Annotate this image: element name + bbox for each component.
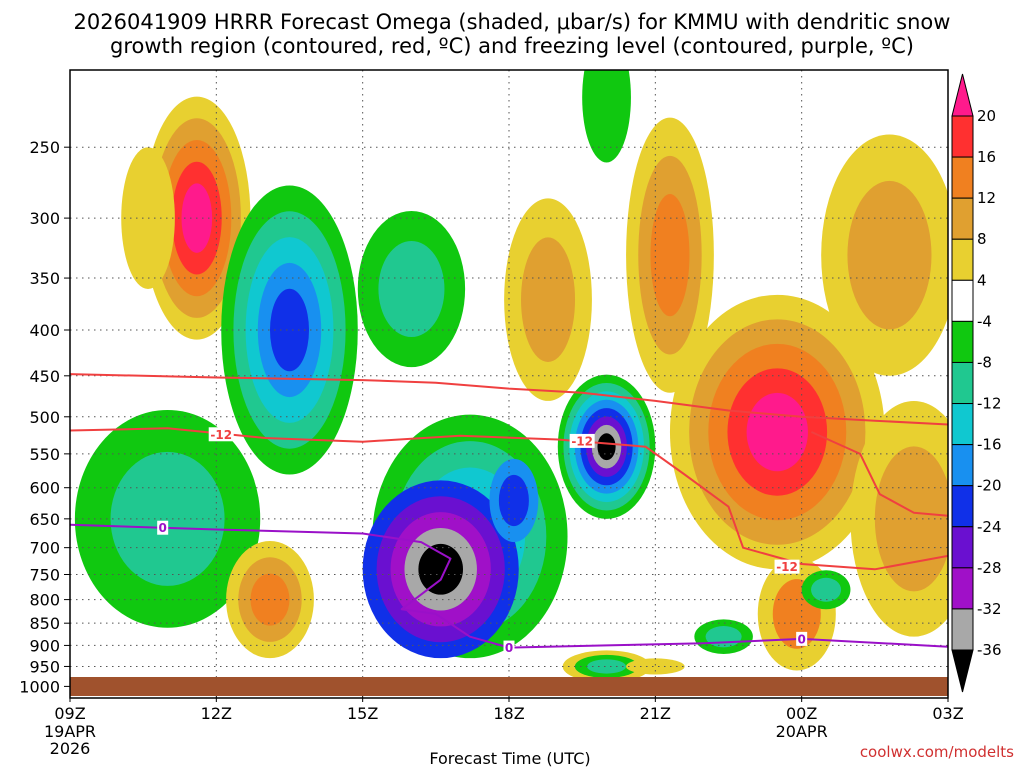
colorbar-swatch--8 [951, 320, 974, 363]
y-tick-label-300: 300 [29, 209, 60, 228]
colorbar-swatch-8 [951, 197, 974, 240]
contour-label-bg-2 [774, 559, 800, 574]
x-tick-date-00Z: 20APR [776, 722, 828, 741]
colorbar-swatch--4 [951, 279, 974, 322]
colorbar-swatch--16 [951, 403, 974, 446]
contour-label-bg-3 [157, 520, 169, 535]
plot-area: -12 -12 -12 0 0 0 [69, 69, 949, 699]
y-tick-label-800: 800 [29, 591, 60, 610]
site-credit: coolwx.com/modelts [860, 743, 1014, 761]
x-tick-year-09Z: 2026 [50, 739, 91, 758]
y-tick-label-950: 950 [29, 657, 60, 676]
colorbar-label--20: -20 [977, 477, 1002, 495]
colorbar-bottom-arrow [951, 649, 974, 693]
omega-cell-0-level-2 [587, 659, 627, 674]
omega-cell-5-level-1 [110, 451, 225, 586]
contour-freezing_level [70, 523, 948, 649]
omega-cell-20-level-0 [626, 658, 685, 675]
y-tick-label-600: 600 [29, 479, 60, 498]
colorbar-swatch--20 [951, 444, 974, 487]
contour-label-bg-1 [569, 433, 595, 448]
omega-cell-19-level-1 [811, 577, 842, 602]
y-tick-label-650: 650 [29, 510, 60, 529]
y-tick-label-350: 350 [29, 269, 60, 288]
omega-cell-7-level-4 [418, 543, 464, 595]
y-axis: 250 300 350 400 450 500 550 600 650 700 750 800 850 9… [19, 138, 70, 696]
contour-label-bg-5 [796, 631, 808, 646]
contour-label-4: 0 [505, 641, 513, 655]
contour-label-2: -12 [776, 560, 798, 574]
colorbar-swatch--28 [951, 526, 974, 569]
omega-cell-12-level-2 [650, 194, 690, 317]
omega-cell-11-level-1 [521, 237, 576, 362]
y-tick-label-450: 450 [29, 367, 60, 386]
contour-dgz_upper [70, 373, 948, 426]
colorbar-label--12: -12 [977, 395, 1002, 413]
contour-label-bg-4 [503, 640, 515, 655]
temperature-contours: -12 -12 -12 0 0 0 [70, 373, 948, 655]
y-tick-label-550: 550 [29, 445, 60, 464]
contour-dgz_minus12 [70, 427, 948, 571]
colorbar-label-8: 8 [977, 230, 987, 248]
omega-cell-13-level-4 [746, 392, 808, 472]
x-tick-label-03Z: 03Z [932, 704, 963, 723]
y-tick-label-850: 850 [29, 614, 60, 633]
omega-cell-4-level-1 [378, 240, 445, 338]
colorbar-swatch--32 [951, 567, 974, 610]
omega-cell-16-level-2 [250, 573, 290, 626]
contour-label-3: 0 [158, 521, 166, 535]
omega-cell-10-level-0 [582, 70, 631, 163]
x-tick-label-15Z: 15Z [347, 704, 378, 723]
colorbar-label--24: -24 [977, 518, 1002, 536]
colorbar-label-20: 20 [977, 107, 996, 125]
colorbar-swatch--36 [951, 608, 974, 651]
colorbar-label-12: 12 [977, 189, 996, 207]
x-tick-label-12Z: 12Z [201, 704, 232, 723]
colorbar-label--8: -8 [977, 353, 992, 371]
y-tick-label-500: 500 [29, 408, 60, 427]
colorbar-swatch--12 [951, 361, 974, 405]
colorbar-label--36: -36 [977, 641, 1002, 659]
omega-cell-14-level-1 [847, 180, 932, 330]
colorbar-label--32: -32 [977, 600, 1002, 618]
y-tick-label-900: 900 [29, 636, 60, 655]
x-axis-title: Forecast Time (UTC) [429, 749, 590, 768]
omega-cell-3-level-4 [269, 288, 310, 372]
colorbar-label--4: -4 [977, 312, 992, 330]
omega-cell-18-level-1 [705, 626, 742, 648]
y-tick-label-700: 700 [29, 539, 60, 558]
chart-title-line1: 2026041909 HRRR Forecast Omega (shaded, … [74, 10, 951, 34]
y-tick-label-250: 250 [29, 138, 60, 157]
contour-label-1: -12 [571, 434, 593, 448]
x-tick-label-09Z: 09Z [54, 704, 85, 723]
x-tick-label-21Z: 21Z [640, 704, 671, 723]
x-tick-label-00Z: 00Z [786, 704, 817, 723]
contour-label-0: -12 [210, 428, 232, 442]
contour-dgz_minus12_right [810, 431, 948, 517]
omega-cell-9-level-7 [597, 433, 616, 461]
x-tick-date-09Z: 19APR [44, 722, 96, 741]
chart-title-line2: growth region (contoured, red, ºC) and f… [110, 34, 914, 58]
colorbar-label--28: -28 [977, 559, 1002, 577]
y-tick-label-750: 750 [29, 566, 60, 585]
colorbar-swatch-12 [951, 156, 974, 199]
colorbar-label-4: 4 [977, 271, 987, 289]
y-tick-label-400: 400 [29, 321, 60, 340]
x-tick-label-18Z: 18Z [493, 704, 524, 723]
colorbar-top-arrow [951, 73, 974, 117]
contour-label-bg-0 [208, 427, 234, 442]
omega-shading [74, 70, 948, 683]
colorbar-label--16: -16 [977, 436, 1002, 454]
colorbar-swatch-16 [951, 115, 974, 158]
colorbar-swatch-4 [951, 238, 974, 281]
colorbar: 20 16 12 8 4 -4 -8 -12 -16 -20 -24 -28 -32 -36 [951, 73, 1002, 693]
y-tick-label-1000: 1000 [19, 677, 60, 696]
contour-label-5: 0 [797, 632, 805, 646]
colorbar-swatch--24 [951, 485, 974, 528]
colorbar-label-16: 16 [977, 148, 996, 166]
ground-surface [70, 677, 948, 696]
